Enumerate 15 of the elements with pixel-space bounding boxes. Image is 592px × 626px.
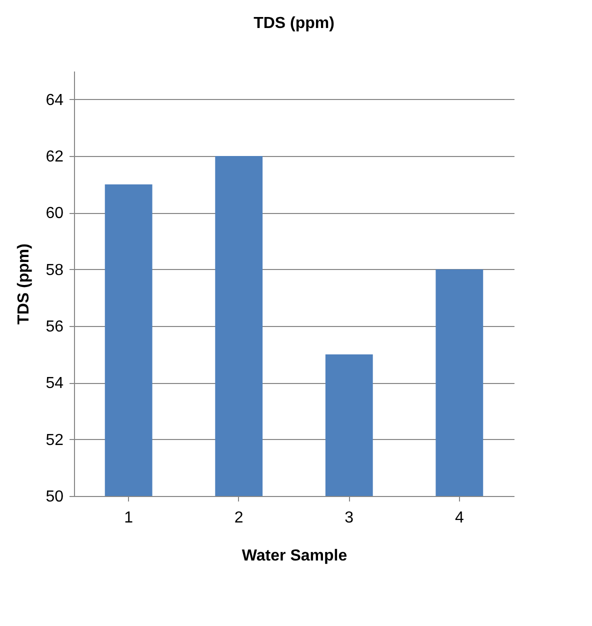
chart-title: TDS (ppm) [254,15,334,32]
y-tick-label: 62 [46,148,64,166]
y-tick-label: 50 [46,488,64,506]
y-tick-label: 52 [46,432,64,449]
x-tick-label: 4 [454,510,464,526]
y-tick-label: 60 [46,205,64,222]
y-tick-label: 54 [46,375,64,392]
x-tick-label: 2 [234,510,244,526]
x-axis-title: Water Sample [242,548,348,564]
y-axis-title: TDS (ppm) [16,244,33,324]
y-tick-label: 64 [46,92,64,109]
x-tick-label: 3 [344,510,354,526]
x-tick-label: 1 [124,510,134,526]
y-tick-label: 58 [46,262,64,279]
y-tick-label: 56 [46,318,64,336]
